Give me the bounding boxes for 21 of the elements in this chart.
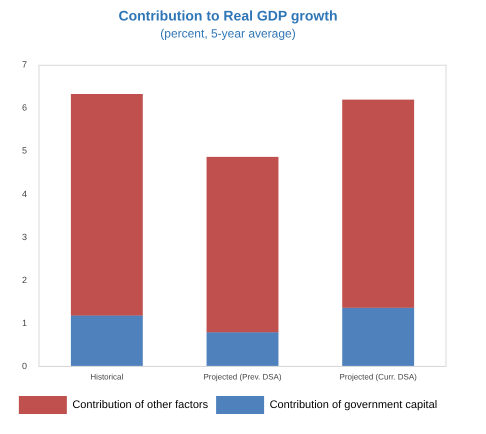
bar	[70, 94, 143, 316]
y-tick-label: 1	[22, 318, 28, 328]
y-tick-label: 0	[22, 360, 28, 371]
x-tick-label: Projected (Curr. DSA)	[339, 372, 418, 382]
legend-label: Contribution of government capital	[270, 399, 438, 412]
chart-subtitle: (percent, 5-year average)	[160, 26, 296, 40]
bar	[70, 316, 143, 366]
x-tick-label: Historical	[90, 372, 124, 382]
y-tick-label: 2	[22, 274, 28, 285]
y-tick-label: 7	[22, 60, 28, 70]
bar	[342, 308, 414, 366]
y-tick-label: 3	[22, 232, 28, 242]
chart-title: Contribution to Real GDP growth	[118, 7, 338, 24]
bar	[206, 332, 278, 366]
y-tick-label: 4	[22, 188, 28, 199]
y-tick-label: 6	[22, 102, 28, 113]
y-tick-label: 5	[22, 146, 28, 156]
bar	[206, 156, 278, 332]
bar	[342, 100, 414, 308]
legend-label: Contribution of other factors	[72, 399, 209, 412]
x-tick-label: Projected (Prev. DSA)	[203, 372, 282, 382]
